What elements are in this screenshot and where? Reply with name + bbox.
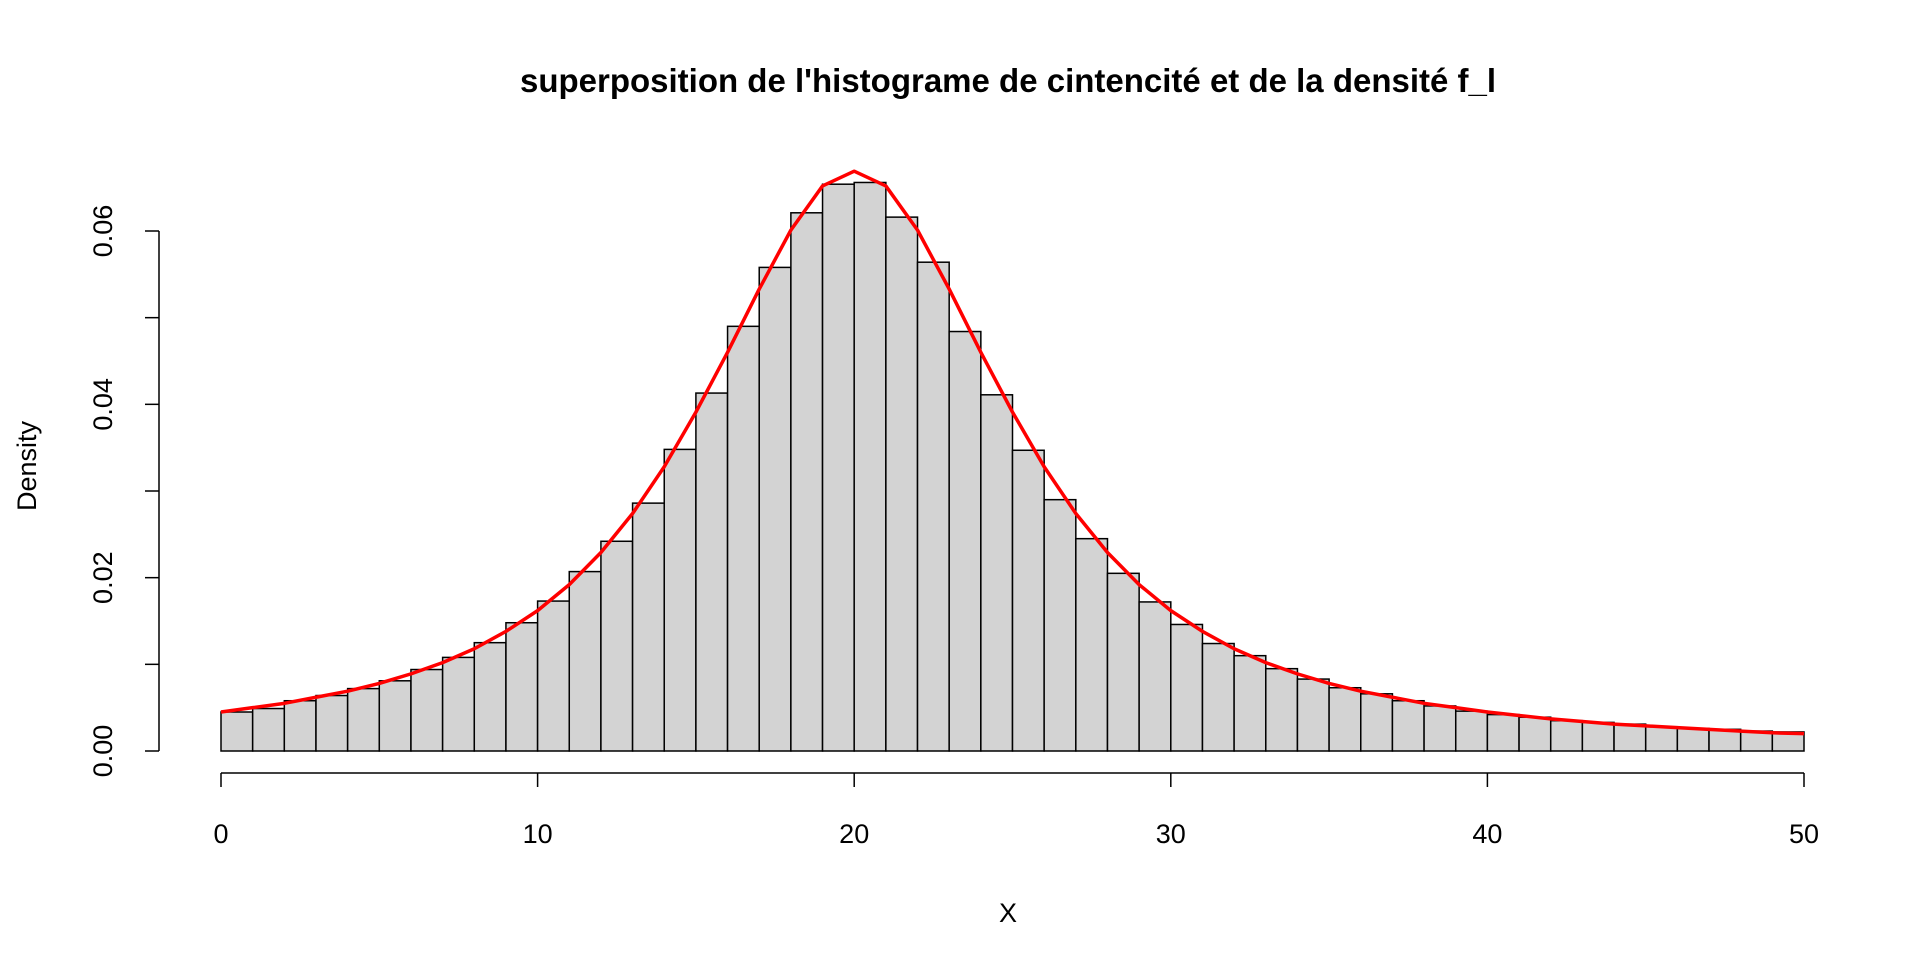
y-tick-label: 0.04 (88, 378, 118, 431)
density-line (220, 169, 1805, 736)
histogram-bar (441, 656, 476, 752)
histogram-bar (283, 699, 317, 752)
histogram-bar (1075, 537, 1109, 752)
histogram-bar (821, 183, 855, 752)
histogram-bar (315, 694, 349, 752)
histogram-bar (1328, 686, 1362, 752)
histogram-bar (1549, 719, 1584, 752)
histogram-bar (568, 570, 602, 752)
histogram-bar (1233, 654, 1267, 752)
histogram-bar (1708, 728, 1742, 752)
histogram-bar (346, 687, 381, 752)
histogram-bar (600, 540, 634, 752)
histogram-bar (1644, 725, 1679, 752)
histogram-bar (1518, 716, 1552, 752)
y-axis-label: Density (12, 420, 42, 511)
histogram-bar (1265, 667, 1299, 752)
histogram-bar (1138, 601, 1172, 752)
histogram-bar (695, 392, 729, 752)
histogram-bar (251, 707, 286, 752)
histogram-bar (885, 216, 919, 752)
histogram-bar (758, 266, 792, 752)
histogram-bar (1296, 678, 1330, 752)
histogram-bar (505, 621, 539, 752)
x-tick-label: 30 (1156, 819, 1186, 849)
histogram-bar (916, 261, 950, 752)
histogram-bar (1011, 449, 1045, 752)
histogram-bar (1613, 723, 1647, 752)
histogram-bar (1581, 721, 1615, 752)
histogram-bar (948, 330, 982, 752)
y-tick-label: 0.00 (88, 725, 118, 778)
histogram-bar (220, 711, 254, 752)
histogram-bar (1391, 699, 1425, 752)
histogram-bar (663, 448, 697, 752)
histogram-bar (980, 394, 1014, 752)
chart-title: superposition de l'histograme de cintenc… (520, 62, 1496, 99)
x-tick-label: 0 (213, 819, 228, 849)
histogram-bar (1360, 693, 1394, 752)
y-axis: 0.00 0.02 0.04 0.06 (88, 205, 160, 778)
histogram-bar (726, 325, 760, 752)
histogram-bar (1106, 572, 1140, 752)
histogram-bar (1043, 498, 1077, 752)
density-curve (220, 169, 1805, 736)
histogram-bar (790, 212, 824, 752)
histogram-bar (536, 600, 571, 752)
histogram-bar (853, 181, 887, 752)
histogram-bar (1454, 710, 1489, 752)
x-tick-label: 50 (1789, 819, 1819, 849)
histogram-bar (1201, 642, 1235, 752)
histogram-bar (378, 680, 412, 752)
x-tick-label: 20 (839, 819, 869, 849)
histogram-bars (220, 181, 1805, 752)
x-axis-label: X (999, 898, 1017, 928)
y-tick-label: 0.02 (88, 551, 118, 604)
histogram-bar (631, 502, 665, 752)
histogram-bar (1486, 713, 1520, 752)
x-tick-label: 40 (1472, 819, 1502, 849)
histogram-bar (473, 641, 507, 752)
histogram-bar (410, 668, 444, 752)
x-tick-label: 10 (523, 819, 553, 849)
histogram-bar (1170, 623, 1204, 752)
x-axis: 0 10 20 30 40 50 (213, 772, 1819, 849)
y-tick-label: 0.06 (88, 205, 118, 258)
histogram-bar (1676, 727, 1710, 752)
histogram-bar (1423, 705, 1457, 752)
